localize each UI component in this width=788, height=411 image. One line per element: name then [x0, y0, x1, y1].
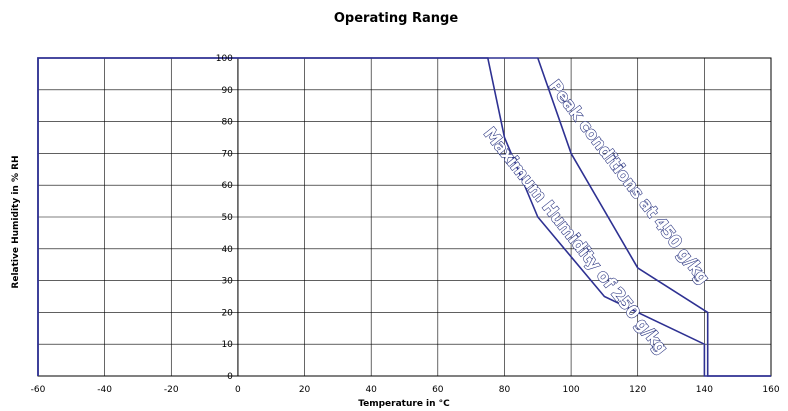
x-tick-label: 60 — [432, 385, 444, 395]
y-axis-label: Relative Humidity in % RH — [11, 155, 21, 288]
x-tick-label: -20 — [164, 385, 179, 395]
x-tick-label: -40 — [97, 385, 112, 395]
x-tick-labels: -60 -40 -20 0 20 40 60 80 100 120 140 160 — [31, 385, 780, 395]
y-tick-label: 70 — [221, 149, 233, 159]
y-tick-label: 10 — [221, 340, 233, 350]
x-tick-label: 140 — [696, 385, 713, 395]
y-tick-label: 20 — [221, 308, 233, 318]
x-tick-label: -60 — [31, 385, 46, 395]
y-tick-label: 30 — [221, 277, 233, 287]
y-tick-label: 80 — [221, 118, 233, 128]
x-tick-label: 100 — [562, 385, 579, 395]
y-tick-label: 50 — [221, 213, 233, 223]
y-tick-labels: 0 10 20 30 40 50 60 70 80 90 100 — [216, 54, 233, 382]
x-tick-label: 120 — [629, 385, 646, 395]
x-tick-label: 40 — [365, 385, 377, 395]
y-tick-label: 100 — [216, 54, 233, 64]
series-lines — [37, 57, 771, 377]
chart-title: Operating Range — [334, 11, 458, 26]
y-tick-label: 90 — [221, 86, 233, 96]
x-tick-label: 20 — [299, 385, 311, 395]
y-tick-label: 60 — [221, 181, 233, 191]
y-tick-label: 40 — [221, 245, 233, 255]
x-tick-label: 80 — [499, 385, 511, 395]
x-axis-label: Temperature in °C — [358, 399, 450, 409]
x-tick-label: 0 — [235, 385, 241, 395]
x-tick-label: 160 — [762, 385, 779, 395]
series-line-2 — [37, 57, 771, 377]
grid-lines — [38, 58, 771, 376]
y-tick-label: 0 — [227, 372, 233, 382]
